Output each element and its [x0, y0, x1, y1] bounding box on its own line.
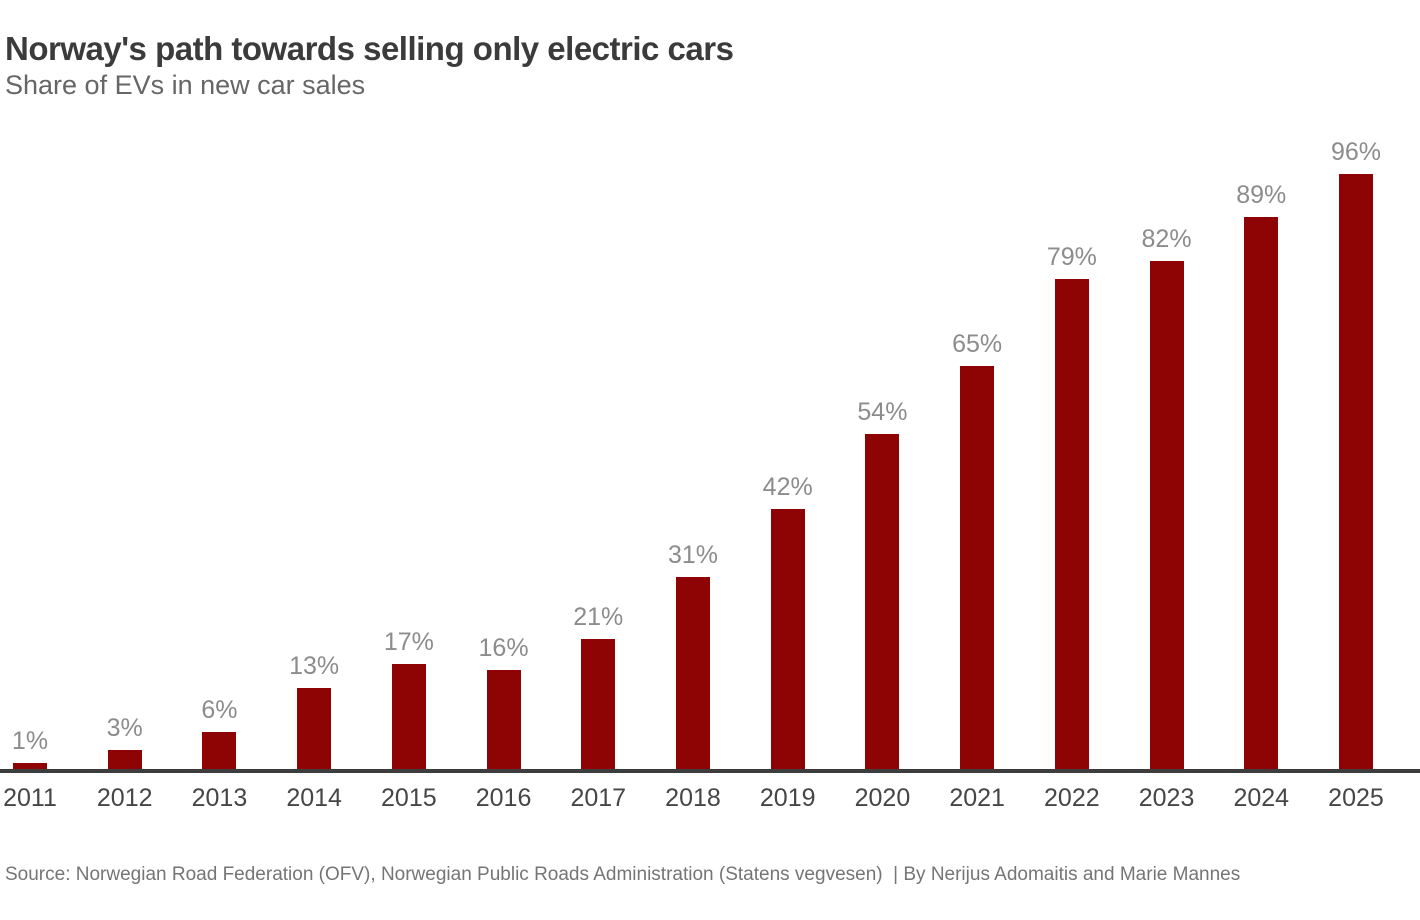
x-axis-label: 2017 [570, 784, 627, 812]
bar-value-label: 1% [11, 726, 49, 755]
x-axis-label: 2013 [191, 784, 248, 812]
bar-2025 [1338, 173, 1373, 769]
bar-value-label: 6% [201, 695, 238, 724]
x-axis-label: 2021 [949, 784, 1005, 812]
x-axis-label: 2019 [759, 784, 816, 812]
x-axis-label: 2022 [1044, 784, 1100, 812]
bar-value-label: 13% [289, 652, 340, 681]
bar-value-label: 54% [857, 398, 908, 427]
bar-2024 [1244, 217, 1279, 769]
x-axis-label: 2016 [475, 784, 532, 812]
x-axis-label: 2018 [665, 784, 721, 812]
x-axis-label: 2025 [1328, 784, 1384, 812]
bar-value-label: 17% [383, 627, 434, 656]
bar-2018 [675, 576, 710, 769]
bar-value-label: 3% [106, 714, 143, 743]
x-axis-label: 2024 [1233, 784, 1290, 812]
bar-value-label: 42% [762, 472, 813, 501]
bar-2015 [391, 663, 426, 769]
x-axis-label: 2014 [286, 784, 342, 812]
x-axis-label: 2011 [3, 784, 57, 812]
bar-value-label: 89% [1236, 181, 1287, 210]
bar-value-label: 31% [667, 540, 718, 569]
x-axis-label: 2015 [381, 784, 437, 812]
bar-2020 [865, 434, 900, 769]
bar-2022 [1054, 279, 1089, 769]
chart-subtitle: Share of EVs in new car sales [5, 70, 366, 100]
x-axis-label: 2023 [1138, 784, 1195, 812]
bar-2019 [770, 508, 805, 769]
bar-2011 [13, 762, 47, 769]
bar-value-label: 79% [1046, 243, 1097, 272]
bar-value-label: 21% [573, 602, 624, 631]
x-axis-line [0, 769, 1420, 773]
plot-area: 1% 3% 6% 13% 17% 16% 21% 31% 42% 54% 65% 79% 82% 89% 9… [11, 137, 1381, 769]
x-axis-label: 2020 [854, 784, 911, 812]
bar-2016 [486, 669, 521, 769]
bar-2014 [297, 688, 332, 769]
bar-value-label: 65% [952, 330, 1003, 358]
bar-value-label: 96% [1330, 137, 1381, 166]
bar-2023 [1149, 260, 1184, 769]
bar-value-label: 82% [1141, 224, 1192, 253]
x-axis-labels: 2011 2012 2013 2014 2015 2016 2017 2018 2019 2020… [0, 784, 1420, 818]
chart-title: Norway's path towards selling only elect… [5, 30, 734, 68]
bar-2012 [107, 750, 142, 769]
source-text: Source: Norwegian Road Federation (OFV),… [5, 864, 1241, 885]
bar-2021 [960, 366, 995, 769]
bar-value-label: 16% [478, 633, 529, 662]
bar-2013 [202, 731, 237, 769]
bar-2017 [581, 638, 616, 769]
x-axis-label: 2012 [96, 784, 153, 812]
